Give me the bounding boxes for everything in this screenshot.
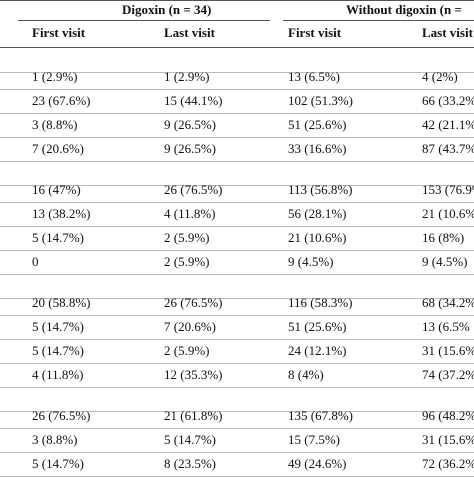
table-cell: 8 (23.5%)	[164, 456, 216, 471]
group-rule	[283, 20, 474, 21]
table-cell: 4 (2%)	[422, 69, 458, 84]
table-cell: 15 (44.1%)	[164, 93, 223, 108]
row-rule	[0, 185, 474, 186]
row-rule	[0, 72, 474, 73]
column-header: Last visit	[164, 25, 215, 40]
table-cell: 56 (28.1%)	[288, 206, 347, 221]
table-cell: 135 (67.8%)	[288, 408, 353, 423]
table-cell: 87 (43.7%	[422, 141, 474, 156]
group-header: Without digoxin (n =	[346, 2, 462, 17]
table-cell: 4 (11.8%)	[164, 206, 216, 221]
row-rule	[0, 452, 474, 453]
column-header: Last visit	[422, 25, 473, 40]
table-cell: 20 (58.8%)	[32, 295, 91, 310]
table-cell: 5 (14.7%)	[32, 319, 84, 334]
table-cell: 3 (8.8%)	[32, 432, 78, 447]
table-cell: 9 (26.5%)	[164, 117, 216, 132]
row-rule	[0, 250, 474, 251]
row-rule	[0, 161, 474, 162]
table-cell: 113 (56.8%)	[288, 182, 353, 197]
table-cell: 9 (4.5%)	[288, 254, 334, 269]
row-rule	[0, 226, 474, 227]
table-cell: 26 (76.5%)	[164, 295, 223, 310]
table-cell: 51 (25.6%)	[288, 319, 347, 334]
table-cell: 5 (14.7%)	[32, 230, 84, 245]
row-rule	[0, 137, 474, 138]
column-header: First visit	[32, 25, 86, 40]
row-rule	[0, 298, 474, 299]
table-cell: 66 (33.2%	[422, 93, 474, 108]
row-rule	[0, 387, 474, 388]
table-cell: 74 (37.2%	[422, 367, 474, 382]
group-rule	[18, 20, 270, 21]
table-cell: 8 (4%)	[288, 367, 324, 382]
table-cell: 4 (11.8%)	[32, 367, 84, 382]
table-cell: 153 (76.9%	[422, 182, 474, 197]
table-cell: 9 (4.5%)	[422, 254, 468, 269]
table-cell: 2 (5.9%)	[164, 254, 210, 269]
table-cell: 13 (6.5%	[422, 319, 470, 334]
table-cell: 9 (26.5%)	[164, 141, 216, 156]
table-cell: 26 (76.5%)	[32, 408, 91, 423]
table-cell: 102 (51.3%)	[288, 93, 353, 108]
column-header: First visit	[288, 25, 342, 40]
table-cell: 5 (14.7%)	[32, 343, 84, 358]
table-cell: 24 (12.1%)	[288, 343, 347, 358]
table-cell: 26 (76.5%)	[164, 182, 223, 197]
table-cell: 5 (14.7%)	[164, 432, 216, 447]
table-cell: 2 (5.9%)	[164, 343, 210, 358]
table-cell: 15 (7.5%)	[288, 432, 340, 447]
table-cell: 1 (2.9%)	[164, 69, 210, 84]
table-cell: 72 (36.2%	[422, 456, 474, 471]
table-cell: 21 (61.8%)	[164, 408, 223, 423]
table-cell: 23 (67.6%)	[32, 93, 91, 108]
table-cell: 42 (21.1%	[422, 117, 474, 132]
row-rule	[0, 411, 474, 412]
table-cell: 96 (48.2%	[422, 408, 474, 423]
row-rule	[0, 428, 474, 429]
group-header: Digoxin (n = 34)	[122, 2, 212, 17]
table-cell: 7 (20.6%)	[164, 319, 216, 334]
row-rule	[0, 339, 474, 340]
table-cell: 68 (34.2%	[422, 295, 474, 310]
table-cell: 1 (2.9%)	[32, 69, 78, 84]
table-cell: 12 (35.3%)	[164, 367, 223, 382]
table-cell: 33 (16.6%)	[288, 141, 347, 156]
table-cell: 116 (58.3%)	[288, 295, 353, 310]
table-cell: 16 (47%)	[32, 182, 81, 197]
table-cell: 16 (8%)	[422, 230, 465, 245]
table-cell: 31 (15.6%	[422, 343, 474, 358]
table-cell: 13 (38.2%)	[32, 206, 91, 221]
row-rule	[0, 89, 474, 90]
table-cell: 21 (10.6%)	[288, 230, 347, 245]
row-rule	[0, 363, 474, 364]
table-cell: 0	[32, 254, 39, 269]
row-rule	[0, 274, 474, 275]
row-rule	[0, 113, 474, 114]
table-cell: 5 (14.7%)	[32, 456, 84, 471]
table-cell: 49 (24.6%)	[288, 456, 347, 471]
table-cell: 7 (20.6%)	[32, 141, 84, 156]
table-cell: 31 (15.6%	[422, 432, 474, 447]
table-cell: 13 (6.5%)	[288, 69, 340, 84]
row-rule	[0, 315, 474, 316]
table-cell: 3 (8.8%)	[32, 117, 78, 132]
table-cell: 2 (5.9%)	[164, 230, 210, 245]
header-rule	[0, 47, 474, 48]
table-cell: 21 (10.6%	[422, 206, 474, 221]
table-cell: 51 (25.6%)	[288, 117, 347, 132]
row-rule	[0, 202, 474, 203]
top-rule	[0, 0, 474, 1]
